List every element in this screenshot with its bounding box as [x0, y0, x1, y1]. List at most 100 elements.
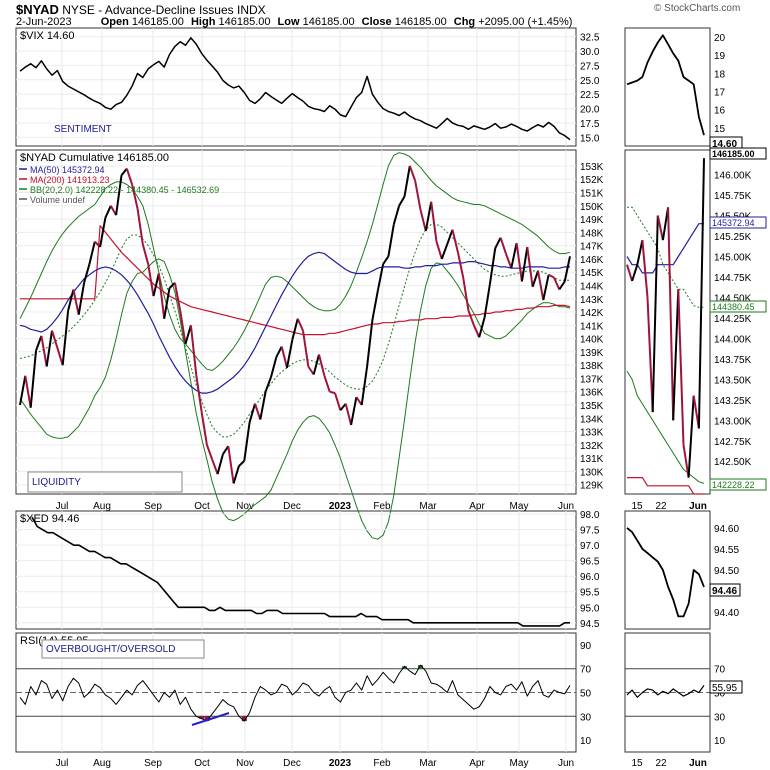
overbought-oversold-box	[41, 639, 205, 659]
nyad-price-segment	[120, 167, 128, 176]
header-exchange: NYSE - Advance-Decline Issues	[62, 3, 234, 17]
header-chg-label: Chg	[453, 16, 476, 28]
zoom-panel-frame-0	[624, 27, 711, 147]
nyad-price-segment	[125, 168, 134, 185]
nyad-price-segment	[376, 264, 385, 291]
month-label: Aug	[93, 501, 111, 512]
rsi-tick-label: 10	[580, 736, 592, 747]
nyad-zoom-price-segment	[667, 207, 675, 421]
nyad-price-segment	[344, 403, 353, 426]
nyad-price-segment	[163, 287, 171, 319]
nyad-price-segment	[531, 270, 539, 288]
nyad-price-segment	[548, 273, 555, 279]
nyad-legend-ma50: MA(50) 145372.94	[30, 165, 105, 175]
nyad-tick-label: 146K	[580, 255, 604, 266]
nyad-zoom-tick-label: 144.75K	[714, 273, 752, 284]
nyad-price-segment	[424, 201, 433, 232]
nyad-zoom-value-label: 144380.45	[712, 302, 755, 312]
nyad-price-segment	[35, 335, 43, 351]
nyad-price-segment	[173, 282, 182, 311]
nyad-price-segment	[408, 165, 417, 181]
nyad-price-segment	[446, 229, 454, 245]
header-high-label: High	[190, 16, 216, 28]
vix-zoom-tick-label: 20	[714, 33, 726, 44]
nyad-price-segment	[318, 354, 326, 377]
main-panel-frame-2	[15, 510, 577, 630]
nyad-price-segment	[478, 317, 486, 338]
vix-zoom-tick-label: 19	[714, 51, 726, 62]
nyad-zoom-price-segment	[651, 215, 659, 413]
nyad-zoom-price-segment	[682, 444, 690, 478]
nyad-zoom-tick-label: 146.00K	[714, 171, 752, 182]
header-low-value: 146185.00	[302, 16, 355, 28]
rsi-zoom-tick-label: 30	[714, 712, 726, 723]
nyad-price-segment	[291, 318, 299, 341]
vix-line	[19, 37, 571, 141]
month-label-bottom: Jun	[558, 758, 574, 769]
nyad-zoom-value-label: 142228.22	[712, 480, 755, 490]
nyad-price-segment	[360, 366, 369, 406]
nyad-zoom-price-segment	[646, 297, 654, 413]
month-label: May	[510, 501, 529, 512]
xed-tick-label: 95.5	[580, 588, 600, 599]
vix-tick-label: 22.5	[580, 90, 600, 101]
nyad-price-segment	[403, 165, 411, 197]
nyad-price-segment	[339, 403, 347, 411]
month-label-bottom: Sep	[144, 758, 162, 769]
nyad-zoom-ma200	[627, 477, 704, 495]
nyad-bb-lower	[19, 258, 571, 540]
nyad-tick-label: 138K	[580, 361, 604, 372]
nyad-price-segment	[467, 310, 475, 326]
nyad-price-segment	[334, 392, 342, 411]
nyad-price-segment	[280, 346, 288, 369]
nyad-price-segment	[270, 356, 278, 378]
nyad-price-segment	[99, 217, 107, 248]
vix-tick-label: 25.0	[580, 76, 600, 87]
nyad-price-segment	[435, 241, 443, 260]
nyad-price-segment	[430, 201, 438, 242]
rsi-extreme-fill	[204, 716, 210, 722]
xed-title: $XED 94.46	[20, 513, 79, 525]
month-label: 2023	[329, 501, 352, 512]
nyad-price-segment	[323, 375, 331, 393]
nyad-price-segment	[520, 246, 529, 282]
rsi-tick-label: 30	[580, 712, 592, 723]
nyad-tick-label: 143K	[580, 295, 604, 306]
main-panel-frame-1	[15, 149, 577, 495]
nyad-tick-label: 149K	[580, 215, 604, 226]
nyad-price-segment	[286, 339, 294, 368]
nyad-price-segment	[189, 325, 198, 375]
rsi-tick-label: 50	[580, 689, 592, 700]
nyad-zoom-value-box	[709, 216, 767, 229]
rsi-extreme-fill	[199, 716, 205, 719]
nyad-price-segment	[222, 445, 230, 455]
nyad-price-segment	[238, 460, 246, 467]
nyad-zoom-tick-label: 144.00K	[714, 334, 752, 345]
overbought-oversold-annotation: OVERBOUGHT/OVERSOLD	[46, 644, 175, 655]
nyad-price-segment	[419, 209, 427, 232]
nyad-price-segment	[440, 243, 449, 260]
nyad-price-segment	[259, 391, 267, 420]
xed-zoom-tick-label: 94.55	[714, 545, 739, 556]
nyad-tick-label: 133K	[580, 428, 604, 439]
month-label: Nov	[236, 501, 254, 512]
xed-zoom-tick-label: 94.50	[714, 566, 739, 577]
nyad-tick-label: 153K	[580, 162, 604, 173]
nyad-tick-label: 142K	[580, 308, 604, 319]
nyad-tick-label: 147K	[580, 242, 604, 253]
nyad-zoom-price-segment	[626, 264, 634, 282]
nyad-price-segment	[398, 195, 406, 207]
nyad-price-segment	[563, 256, 571, 282]
rsi-zoom-tick-label: 70	[714, 665, 726, 676]
month-label-bottom: May	[510, 758, 529, 769]
rsi-zoom-line	[626, 685, 705, 698]
rsi-last-value: 55.95	[712, 683, 737, 694]
nyad-price-segment	[141, 244, 150, 265]
nyad-zoom-price-segment	[677, 289, 685, 445]
nyad-zoom-price-segment	[672, 289, 680, 421]
xed-tick-label: 97.5	[580, 526, 600, 537]
vix-tick-label: 27.5	[580, 61, 600, 72]
rsi-line	[19, 664, 571, 722]
nyad-tick-label: 144K	[580, 281, 604, 292]
nyad-zoom-tick-label: 145.75K	[714, 191, 752, 202]
